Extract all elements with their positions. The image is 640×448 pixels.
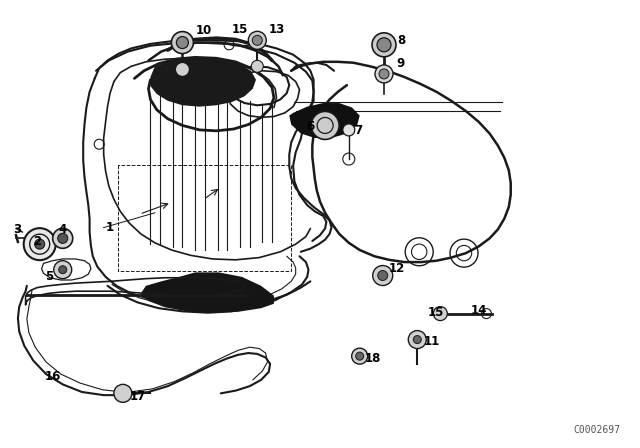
- Text: 9: 9: [397, 57, 405, 70]
- Text: 16: 16: [45, 370, 61, 383]
- Polygon shape: [150, 57, 256, 107]
- Polygon shape: [289, 103, 360, 138]
- Circle shape: [343, 124, 355, 136]
- Text: 14: 14: [470, 303, 487, 317]
- Circle shape: [433, 306, 447, 321]
- Text: 13: 13: [269, 22, 285, 36]
- Circle shape: [58, 233, 68, 243]
- Text: 15: 15: [428, 306, 444, 319]
- Circle shape: [352, 348, 368, 364]
- Circle shape: [311, 112, 339, 139]
- Text: 6: 6: [306, 120, 314, 133]
- Text: 3: 3: [13, 223, 21, 236]
- Circle shape: [252, 35, 262, 45]
- Text: C0002697: C0002697: [574, 425, 621, 435]
- Text: 10: 10: [195, 24, 211, 37]
- Circle shape: [372, 33, 396, 57]
- Text: 1: 1: [106, 221, 114, 234]
- Circle shape: [24, 228, 56, 260]
- Text: 18: 18: [365, 352, 381, 365]
- Text: 15: 15: [232, 22, 248, 36]
- Circle shape: [356, 352, 364, 360]
- Circle shape: [59, 266, 67, 274]
- Polygon shape: [141, 272, 274, 313]
- Circle shape: [248, 31, 266, 49]
- Text: 8: 8: [397, 34, 405, 47]
- Text: 7: 7: [355, 124, 363, 138]
- Circle shape: [35, 239, 45, 249]
- Circle shape: [377, 38, 391, 52]
- Circle shape: [175, 62, 189, 77]
- Circle shape: [408, 331, 426, 349]
- Circle shape: [172, 31, 193, 54]
- Text: 5: 5: [45, 270, 53, 284]
- Text: 11: 11: [424, 335, 440, 348]
- Circle shape: [413, 336, 421, 344]
- Circle shape: [252, 60, 263, 72]
- Circle shape: [177, 37, 188, 48]
- Circle shape: [378, 271, 388, 280]
- Circle shape: [114, 384, 132, 402]
- Circle shape: [372, 266, 393, 285]
- Text: 17: 17: [129, 390, 145, 403]
- Circle shape: [54, 261, 72, 279]
- Text: 12: 12: [389, 262, 405, 276]
- Text: 4: 4: [59, 223, 67, 236]
- Circle shape: [375, 65, 393, 83]
- Circle shape: [379, 69, 389, 79]
- Text: 2: 2: [33, 234, 42, 248]
- Circle shape: [52, 228, 73, 248]
